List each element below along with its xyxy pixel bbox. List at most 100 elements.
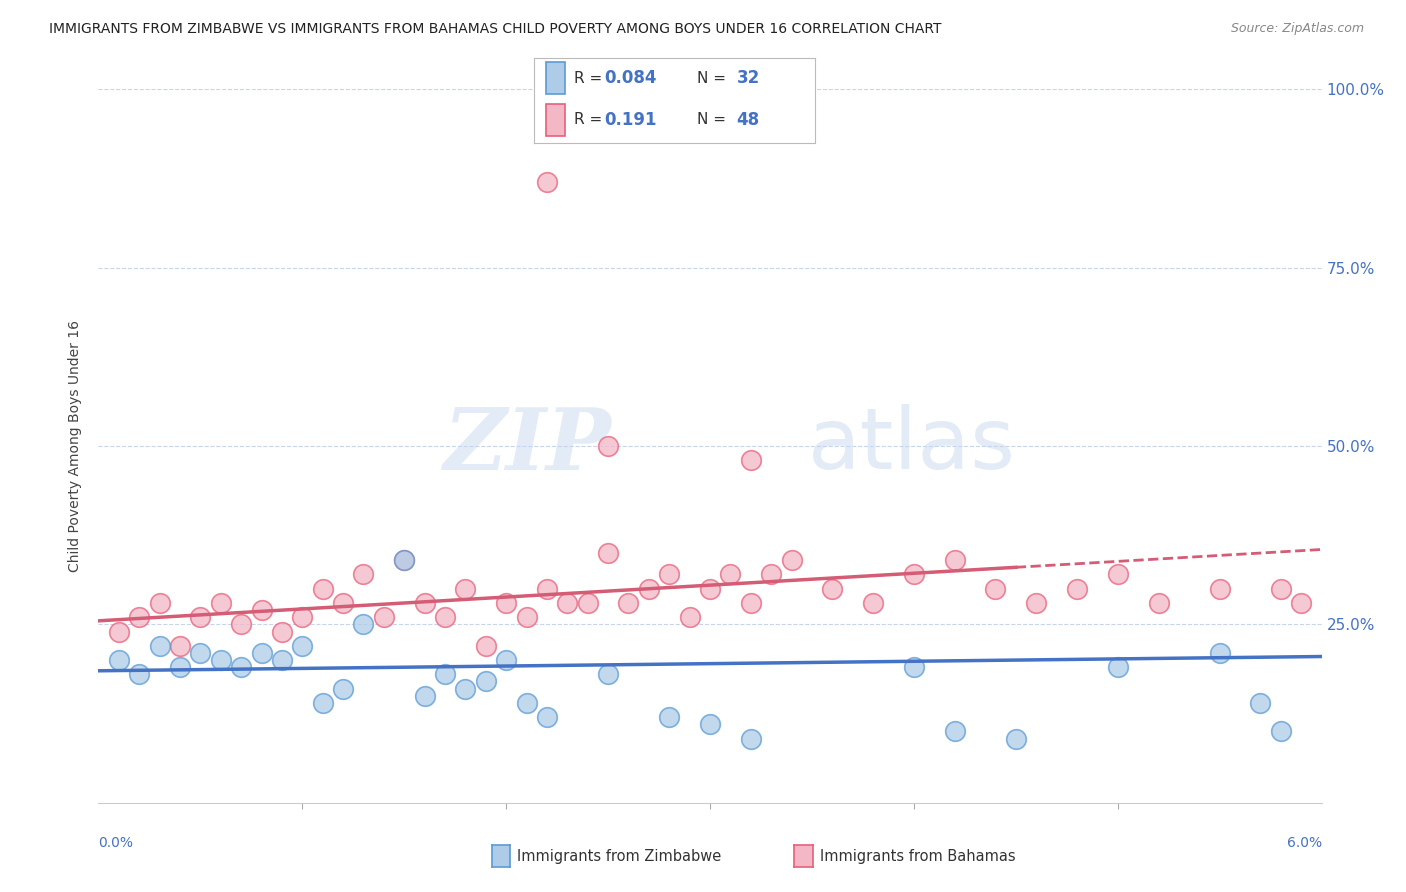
Point <box>516 696 538 710</box>
Point <box>516 610 538 624</box>
Point <box>718 567 742 582</box>
Point <box>903 567 925 582</box>
Point <box>108 624 131 639</box>
Point <box>311 582 335 596</box>
Point <box>943 724 966 739</box>
Text: 0.191: 0.191 <box>605 111 657 128</box>
Point <box>598 667 620 681</box>
Point <box>1249 696 1271 710</box>
Point <box>311 696 335 710</box>
Point <box>474 674 498 689</box>
Point <box>332 681 354 696</box>
Point <box>352 617 374 632</box>
Point <box>250 603 273 617</box>
Point <box>108 653 131 667</box>
Point <box>598 439 620 453</box>
Point <box>392 553 416 567</box>
Point <box>454 582 477 596</box>
Text: 6.0%: 6.0% <box>1286 836 1322 850</box>
Text: N =: N = <box>697 70 731 86</box>
Y-axis label: Child Poverty Among Boys Under 16: Child Poverty Among Boys Under 16 <box>69 320 83 572</box>
Point <box>699 582 721 596</box>
Point <box>536 710 558 724</box>
Text: Immigrants from Zimbabwe: Immigrants from Zimbabwe <box>517 849 721 863</box>
Text: atlas: atlas <box>808 404 1017 488</box>
Point <box>149 639 172 653</box>
Point <box>209 596 232 610</box>
Point <box>413 596 436 610</box>
Point <box>536 582 558 596</box>
Point <box>454 681 477 696</box>
Point <box>1107 660 1129 674</box>
Point <box>699 717 721 731</box>
Point <box>149 596 172 610</box>
Point <box>270 624 292 639</box>
Text: 32: 32 <box>737 70 761 87</box>
Point <box>536 175 558 189</box>
Point <box>576 596 599 610</box>
Point <box>231 660 253 674</box>
Text: Source: ZipAtlas.com: Source: ZipAtlas.com <box>1230 22 1364 36</box>
Text: R =: R = <box>574 70 607 86</box>
Text: 0.084: 0.084 <box>605 70 657 87</box>
Point <box>1147 596 1170 610</box>
Point <box>291 610 314 624</box>
Point <box>943 553 966 567</box>
Text: IMMIGRANTS FROM ZIMBABWE VS IMMIGRANTS FROM BAHAMAS CHILD POVERTY AMONG BOYS UND: IMMIGRANTS FROM ZIMBABWE VS IMMIGRANTS F… <box>49 22 942 37</box>
Bar <box>546 103 565 136</box>
Point <box>1208 582 1232 596</box>
Point <box>1107 567 1129 582</box>
Point <box>658 710 681 724</box>
Bar <box>546 62 565 95</box>
Text: R =: R = <box>574 112 607 128</box>
Point <box>169 639 191 653</box>
Point <box>1066 582 1088 596</box>
Point <box>637 582 661 596</box>
Point <box>474 639 498 653</box>
Text: ZIP: ZIP <box>444 404 612 488</box>
Point <box>495 653 517 667</box>
Point <box>1025 596 1047 610</box>
Point <box>209 653 232 667</box>
Point <box>1270 724 1292 739</box>
Point <box>188 610 212 624</box>
Point <box>761 567 783 582</box>
Point <box>679 610 702 624</box>
Point <box>658 567 681 582</box>
Point <box>821 582 844 596</box>
Point <box>495 596 517 610</box>
Point <box>270 653 292 667</box>
Point <box>352 567 374 582</box>
Point <box>740 596 762 610</box>
Text: 0.0%: 0.0% <box>98 836 134 850</box>
Point <box>740 731 762 746</box>
Point <box>250 646 273 660</box>
Point <box>332 596 354 610</box>
Point <box>1270 582 1292 596</box>
Point <box>373 610 395 624</box>
Point <box>413 689 436 703</box>
Point <box>128 610 150 624</box>
Point <box>903 660 925 674</box>
Point <box>617 596 640 610</box>
Point <box>984 582 1007 596</box>
Point <box>291 639 314 653</box>
Point <box>433 610 456 624</box>
Point <box>862 596 884 610</box>
Point <box>1289 596 1312 610</box>
Point <box>555 596 579 610</box>
Point <box>231 617 253 632</box>
Point <box>433 667 456 681</box>
Text: Immigrants from Bahamas: Immigrants from Bahamas <box>820 849 1015 863</box>
Point <box>1208 646 1232 660</box>
Point <box>740 453 762 467</box>
Text: N =: N = <box>697 112 731 128</box>
Point <box>1004 731 1026 746</box>
Point <box>188 646 212 660</box>
Point <box>169 660 191 674</box>
Point <box>128 667 150 681</box>
Point <box>598 546 620 560</box>
Text: 48: 48 <box>737 111 759 128</box>
Point <box>780 553 803 567</box>
Point <box>392 553 416 567</box>
